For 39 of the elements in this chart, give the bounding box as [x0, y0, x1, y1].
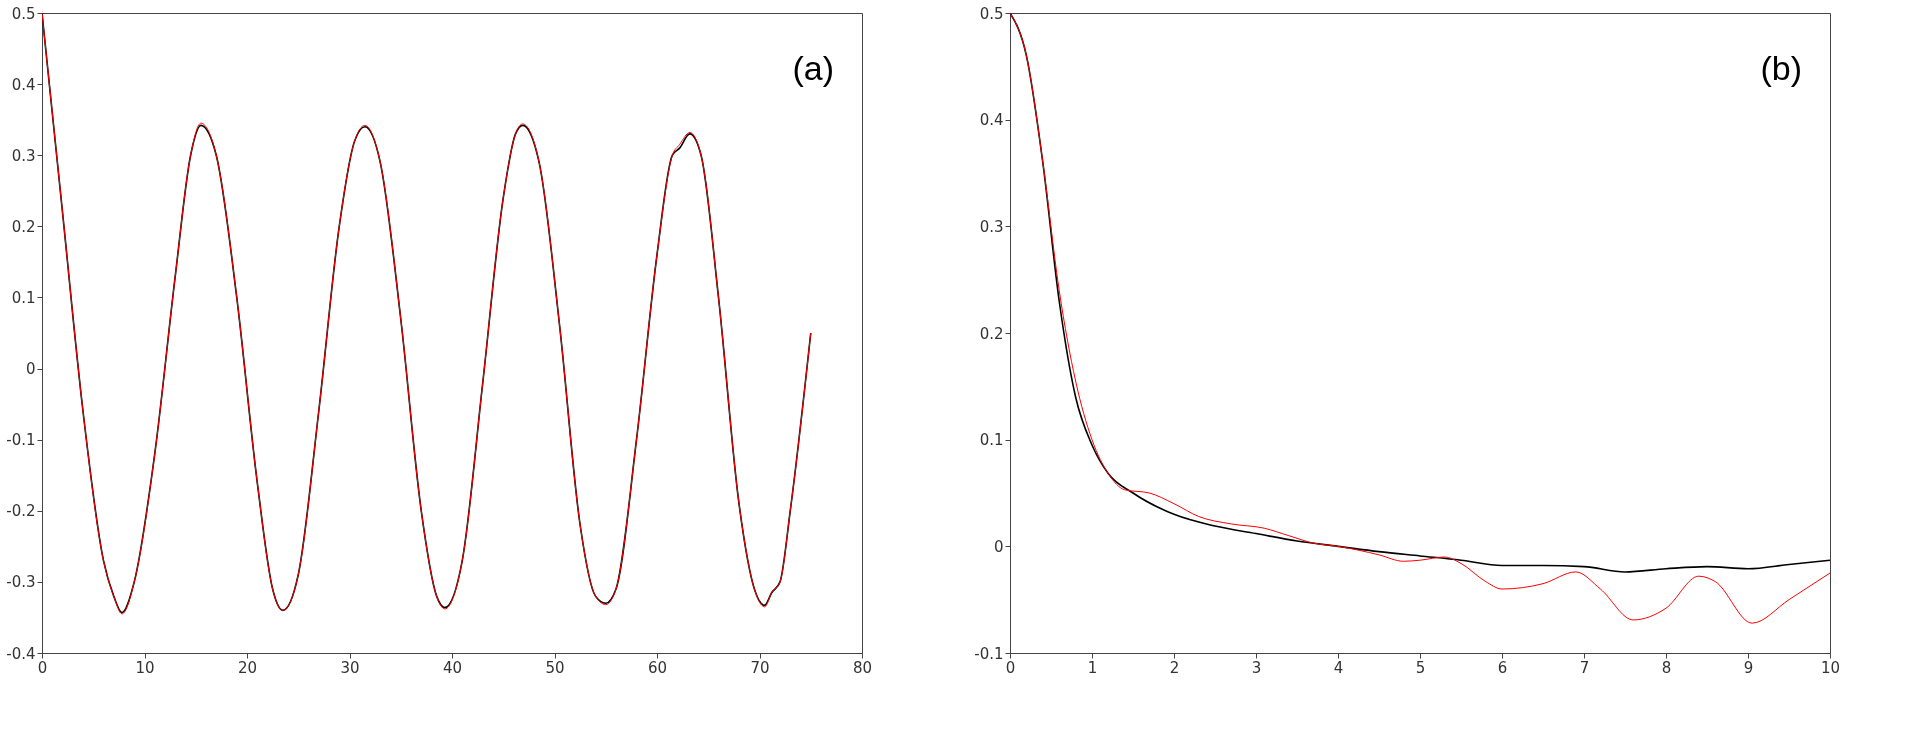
- x-tick-label: 40: [442, 658, 463, 677]
- y-tick-label: 0.3: [979, 217, 1004, 236]
- y-tick-label: 0: [25, 360, 36, 379]
- y-tick-label: 0.2: [979, 324, 1004, 343]
- y-tick-label: 0.5: [11, 4, 36, 23]
- y-tick-label: -0.1: [6, 431, 36, 450]
- x-tick-label: 5: [1415, 658, 1426, 677]
- x-tick-label: 10: [1820, 658, 1841, 677]
- y-tick-label: 0.1: [11, 288, 36, 307]
- annotation: (a): [792, 49, 834, 87]
- y-tick-label: 0.2: [11, 217, 36, 236]
- y-tick-label: -0.3: [6, 573, 36, 592]
- x-tick-label: 3: [1251, 658, 1262, 677]
- x-tick-label: 7: [1579, 658, 1590, 677]
- x-tick-label: 50: [545, 658, 565, 677]
- x-tick-label: 20: [237, 658, 258, 677]
- x-tick-label: 1: [1087, 658, 1098, 677]
- y-tick-label: 0.1: [979, 431, 1004, 450]
- x-tick-label: 0: [1005, 658, 1016, 677]
- x-tick-label: 4: [1333, 658, 1344, 677]
- y-tick-label: 0.5: [979, 4, 1004, 23]
- x-tick-label: 8: [1661, 658, 1672, 677]
- y-tick-label: 0: [993, 537, 1004, 556]
- x-tick-label: 70: [750, 658, 770, 677]
- y-tick-label: 0.4: [979, 111, 1004, 130]
- y-tick-label: -0.4: [6, 644, 36, 663]
- x-tick-label: 9: [1743, 658, 1754, 677]
- x-tick-label: 0: [37, 658, 48, 677]
- x-tick-label: 60: [647, 658, 668, 677]
- x-tick-label: 2: [1169, 658, 1180, 677]
- y-tick-label: 0.3: [11, 146, 36, 165]
- x-tick-label: 30: [340, 658, 360, 677]
- y-tick-label: 0.4: [11, 75, 36, 94]
- y-tick-label: -0.2: [6, 502, 36, 521]
- x-tick-label: 80: [852, 658, 873, 677]
- x-tick-label: 10: [135, 658, 155, 677]
- y-tick-label: -0.1: [974, 644, 1004, 663]
- x-tick-label: 6: [1497, 658, 1508, 677]
- annotation: (b): [1760, 49, 1802, 87]
